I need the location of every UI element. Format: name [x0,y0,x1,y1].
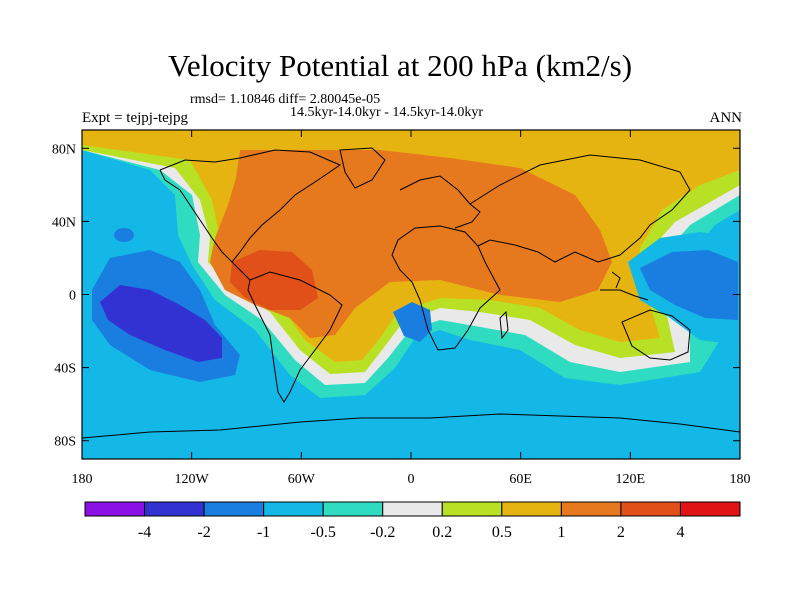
region-north-pacific-bubble [114,228,134,242]
region-max-positive [230,250,318,310]
y-tick-label: 80S [54,435,76,450]
y-tick-label: 40S [54,362,76,377]
stats-line: rmsd= 1.10846 diff= 2.80045e-05 [190,92,381,107]
colorbar-swatch [620,501,681,517]
colorbar-swatch [203,501,265,517]
colorbar-swatch [144,501,205,517]
experiment-label: Expt = tejpj-tejpg [82,110,188,126]
season-label: ANN [709,110,743,126]
x-tick-label: 120E [616,472,646,487]
colorbar-label: 0.5 [492,524,512,541]
region-west-pacific-min [640,250,738,320]
colorbar-swatch [84,501,146,517]
y-tick-label: 0 [69,289,76,304]
colorbar-swatch [679,501,741,517]
colorbar-label: -0.5 [311,524,336,541]
colorbar-label: 0.2 [432,524,452,541]
map-area [82,130,740,459]
colorbar-swatch [322,501,384,517]
x-tick-label: 0 [408,472,415,487]
y-tick-label: 40N [52,215,76,230]
colorbar-label: -1 [257,524,270,541]
y-tick-label: 80N [52,142,76,157]
region-south-atlantic-negative [393,302,432,342]
colorbar-swatch [441,501,503,517]
colorbar-label: 4 [676,524,684,541]
colorbar-label: -2 [197,524,210,541]
x-tick-label: 60E [509,472,532,487]
colorbar: -4 -2 -1 -0.5 -0.2 0.2 0.5 1 2 4 [84,501,741,541]
x-tick-label: 120W [175,472,210,487]
colorbar-label: -0.2 [370,524,395,541]
chart-title: Velocity Potential at 200 hPa (km2/s) [167,48,633,83]
x-tick-label: 180 [72,472,93,487]
colorbar-label: 2 [617,524,625,541]
x-axis: 180 120W 60W 0 60E 120E 180 [72,130,751,487]
period-line: 14.5kyr-14.0kyr - 14.5kyr-14.0kyr [290,105,484,120]
y-axis: 80N 40N 0 40S 80S [52,142,740,450]
colorbar-label: 1 [557,524,565,541]
coastlines [82,147,740,439]
colorbar-swatch [382,501,443,517]
x-tick-label: 60W [288,472,316,487]
colorbar-label: -4 [138,524,151,541]
colorbar-swatch [501,501,562,517]
colorbar-swatch [263,501,324,517]
region-east-pacific-min [100,285,222,362]
x-tick-label: 180 [730,472,751,487]
colorbar-swatch [560,501,622,517]
